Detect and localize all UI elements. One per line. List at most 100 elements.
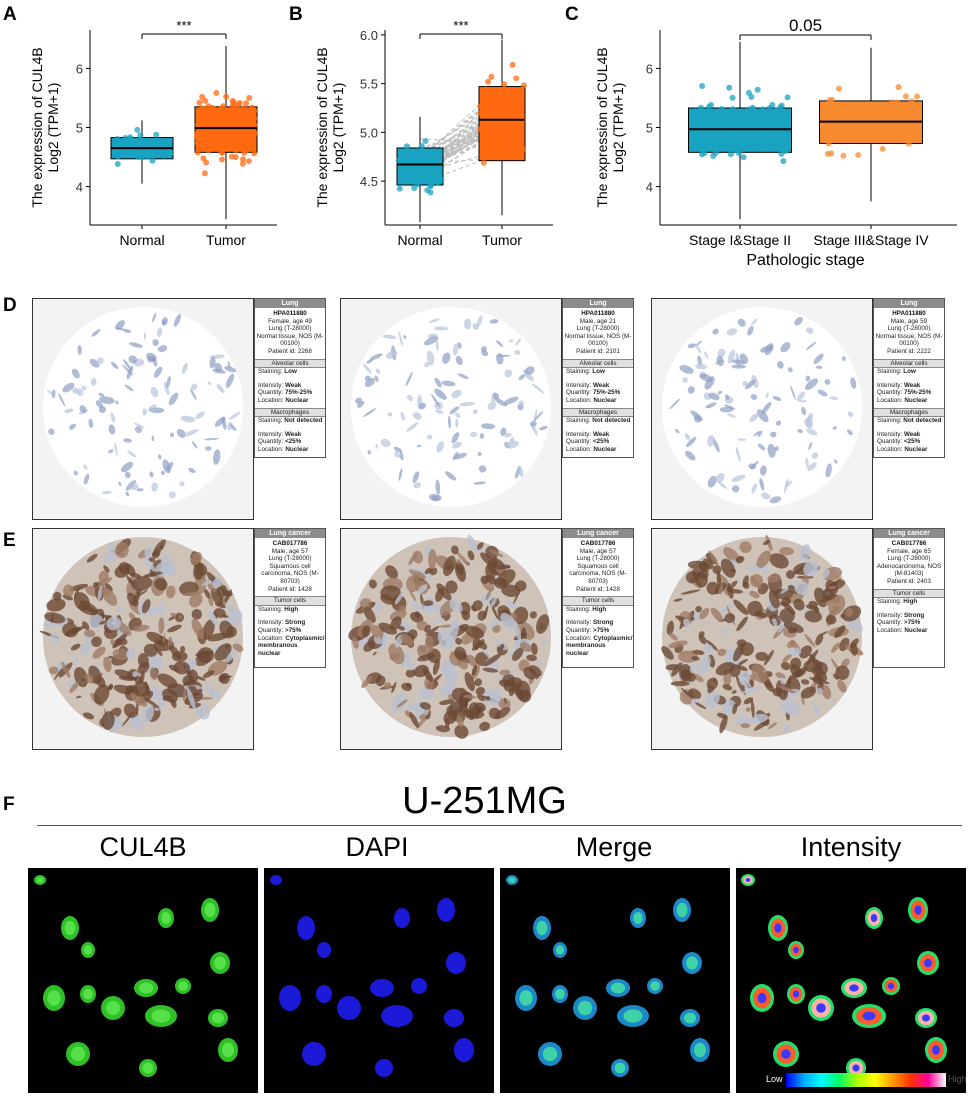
tissue-fragment: [514, 580, 527, 592]
staining-row-label: Staining:: [566, 605, 591, 613]
quantity-row-value: <25%: [284, 438, 302, 446]
data-point: [246, 94, 253, 101]
data-point: [745, 89, 752, 96]
tissue-fragment: [770, 431, 777, 438]
tissue-fragment: [758, 443, 766, 451]
data-point: [477, 103, 484, 110]
quantity-row: Quantity: 75%-25%: [255, 389, 325, 397]
data-point: [211, 135, 218, 142]
tissue-fragment: [753, 430, 761, 437]
data-point: [250, 139, 257, 146]
patient-info-line: 00100): [280, 340, 300, 348]
tissue-fragment: [425, 625, 440, 636]
data-point: [513, 75, 520, 82]
tissue-fragment: [769, 496, 782, 504]
location-row: Location: Cytoplasmic/: [563, 635, 633, 643]
data-point: [699, 83, 706, 90]
patient-info-line: Patient id: 2222: [887, 347, 931, 355]
data-point: [780, 158, 787, 165]
x-tick-label: Normal: [119, 232, 164, 248]
tissue-fragment: [179, 645, 186, 653]
tissue-fragment: [110, 412, 116, 423]
tissue-fragment: [809, 653, 822, 671]
tissue-fragment: [771, 616, 778, 628]
tissue-fragment: [51, 613, 54, 623]
tissue-fragment: [748, 463, 757, 470]
tissue-fragment: [64, 408, 74, 414]
tissue-fragment: [107, 542, 117, 562]
tissue-fragment: [815, 633, 824, 646]
tissue-fragment: [723, 708, 730, 715]
tissue-fragment: [749, 413, 759, 422]
tissue-fragment: [791, 669, 806, 678]
tissue-fragment: [372, 651, 377, 656]
tissue-fragment: [782, 654, 792, 662]
data-point: [896, 106, 903, 113]
data-point: [214, 116, 221, 123]
nucleus-core: [684, 1012, 696, 1024]
nucleus: [370, 979, 394, 997]
x-tick-label: Normal: [397, 232, 442, 248]
tissue-fragment: [712, 438, 720, 453]
significance-label: ***: [176, 20, 191, 33]
nucleus-core: [610, 982, 626, 994]
data-point: [718, 120, 725, 127]
panel-label-e: E: [3, 530, 16, 551]
tissue-fragment: [143, 332, 147, 340]
data-point: [232, 154, 239, 161]
tissue-fragment: [476, 315, 483, 327]
tissue-fragment: [382, 334, 397, 340]
data-point: [903, 111, 910, 118]
antibody-id: CAB017786: [891, 540, 927, 547]
nucleus: [316, 985, 332, 1003]
tissue-fragment: [457, 373, 469, 380]
tissue-fragment: [156, 648, 163, 657]
nucleus-core: [47, 990, 61, 1006]
data-point: [214, 144, 221, 151]
tissue-fragment: [400, 634, 414, 647]
tissue-fragment: [519, 642, 532, 652]
patient-info-line: carcinoma, NOS (M-: [569, 570, 627, 578]
tissue-fragment: [806, 428, 818, 436]
quantity-row-value: 75%-25%: [592, 389, 621, 397]
tissue-fragment: [437, 629, 454, 650]
tissue-fragment: [79, 405, 87, 413]
tissue-fragment: [101, 490, 112, 495]
tissue-fragment: [460, 625, 466, 632]
location-row-label: Location:: [258, 396, 284, 404]
intensity-row: Intensity: Weak: [255, 431, 325, 439]
tissue-fragment: [670, 680, 690, 687]
patient-info-line: Normal tissue, NOS (M-: [875, 332, 943, 340]
data-point: [218, 131, 225, 138]
tissue-fragment: [801, 406, 807, 416]
data-point: [205, 145, 212, 152]
tissue-fragment: [474, 678, 482, 687]
cancer-tissue-image: [651, 528, 873, 750]
nucleus-core: [757, 992, 767, 1004]
data-point: [910, 125, 917, 132]
tissue-fragment: [747, 325, 754, 336]
tissue-fragment: [203, 437, 219, 441]
patient-info-line: 80703): [280, 577, 300, 585]
cell-type-heading: Alveolar cells: [563, 358, 633, 369]
nucleus-core: [161, 912, 171, 924]
patient-info-line: Lung (T-28000): [887, 555, 931, 563]
tissue-fragment: [61, 661, 71, 678]
nucleus-core: [849, 984, 859, 992]
tissue-fragment: [435, 479, 441, 495]
tissue-fragment: [434, 409, 444, 414]
tissue-fragment: [518, 400, 525, 407]
tissue-fragment: [536, 657, 541, 669]
tissue-fragment: [207, 609, 218, 626]
cell-line-title: U-251MG: [402, 780, 567, 822]
x-tick-label: Tumor: [482, 232, 522, 248]
tissue-fragment: [132, 671, 139, 678]
intensity-row-label: Intensity:: [566, 430, 592, 438]
tissue-fragment: [417, 687, 435, 700]
staining-row: Staining: Low: [563, 368, 633, 376]
tissue-fragment: [170, 612, 183, 619]
tissue-fragment: [674, 429, 680, 434]
tissue-fragment: [99, 396, 115, 405]
tissue-fragment: [149, 667, 158, 681]
tissue-fragment: [62, 622, 79, 638]
